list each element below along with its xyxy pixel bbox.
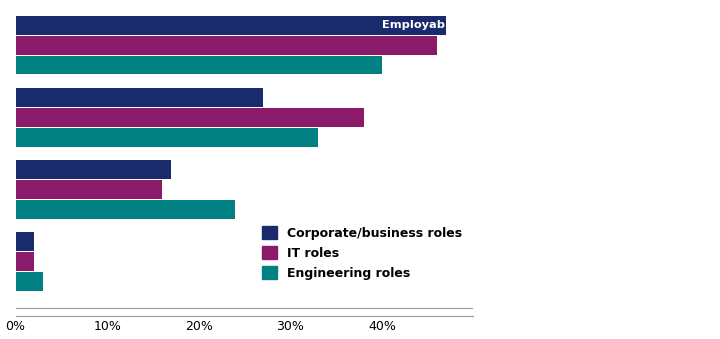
Bar — [16, 160, 171, 179]
Bar — [16, 56, 382, 75]
Bar — [16, 36, 437, 55]
Text: Employability skills have the same level of importance: Employability skills have the same level… — [382, 164, 720, 175]
Bar — [16, 108, 364, 127]
Bar — [16, 128, 318, 146]
Bar — [16, 16, 446, 35]
Text: Employability skills are a little more important: Employability skills are a little more i… — [382, 93, 684, 102]
Bar — [16, 88, 263, 107]
Bar — [16, 252, 34, 271]
Bar — [16, 272, 43, 291]
Bar — [16, 180, 162, 199]
Legend: Corporate/business roles, IT roles, Engineering roles: Corporate/business roles, IT roles, Engi… — [257, 221, 467, 284]
Text: Employability skills are much more important: Employability skills are much more impor… — [382, 20, 677, 31]
Text: Employability skills are less important: Employability skills are less important — [382, 237, 629, 247]
Bar — [16, 232, 34, 251]
Bar — [16, 200, 235, 219]
